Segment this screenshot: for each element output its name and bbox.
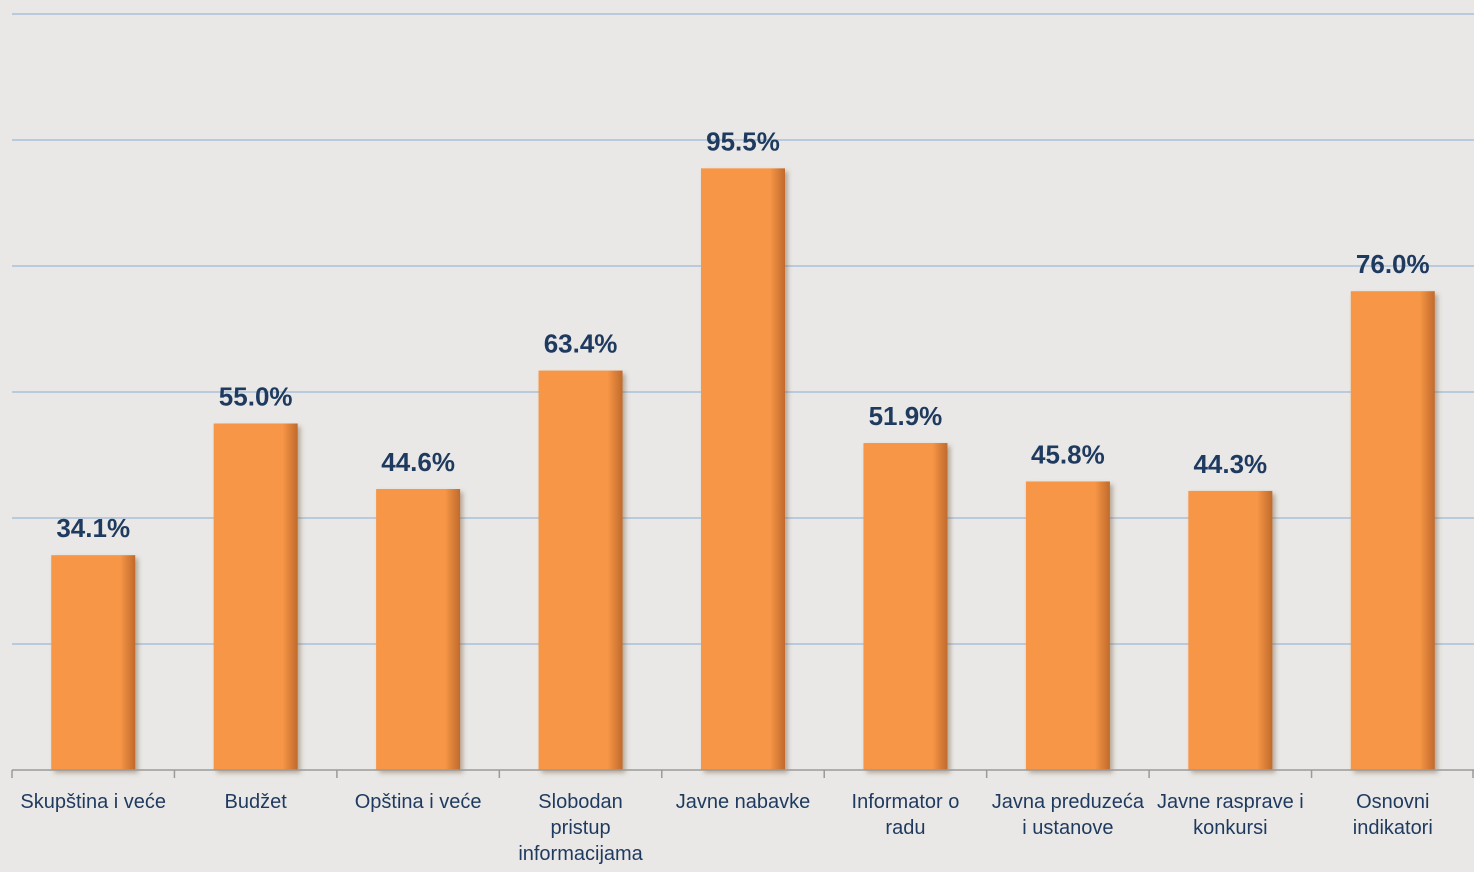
bar: [1350, 291, 1435, 770]
category-label: Informator o radu: [852, 791, 960, 839]
bar: [376, 489, 461, 770]
bar: [51, 555, 136, 770]
x-axis: [11, 769, 1474, 778]
category-label: Opština i veće: [355, 791, 482, 813]
value-label: 95.5%: [706, 126, 780, 156]
category-label: Skupština i veće: [20, 791, 166, 813]
bars: [51, 168, 1435, 771]
value-label: 45.8%: [1031, 439, 1105, 469]
bar: [863, 443, 948, 770]
category-label: Javne nabavke: [676, 791, 811, 813]
bar: [213, 423, 298, 770]
value-label: 51.9%: [869, 401, 943, 431]
bar: [1188, 490, 1273, 770]
category-label: Budžet: [225, 791, 288, 813]
value-label: 44.3%: [1193, 449, 1267, 479]
value-label: 55.0%: [219, 382, 293, 412]
value-label: 44.6%: [381, 447, 455, 477]
bar: [1025, 481, 1110, 770]
value-labels: 34.1% 55.0% 44.6% 63.4% 95.5% 51.9% 45.8% 44.3%…: [56, 126, 1429, 543]
value-label: 34.1%: [56, 513, 130, 543]
category-labels: Skupština i veće Budžet Opština i veće Slob…: [20, 791, 1432, 865]
value-label: 76.0%: [1356, 249, 1430, 279]
category-label: Osnovni indikatori: [1353, 791, 1433, 839]
bar: [538, 370, 623, 770]
category-label: Javne rasprave i konkursi: [1157, 791, 1304, 839]
bar: [701, 168, 785, 771]
category-label: Javna preduzeća i ustanove: [992, 791, 1145, 839]
category-label: Slobodan pristup informacijama: [518, 791, 643, 865]
value-label: 63.4%: [544, 329, 618, 359]
